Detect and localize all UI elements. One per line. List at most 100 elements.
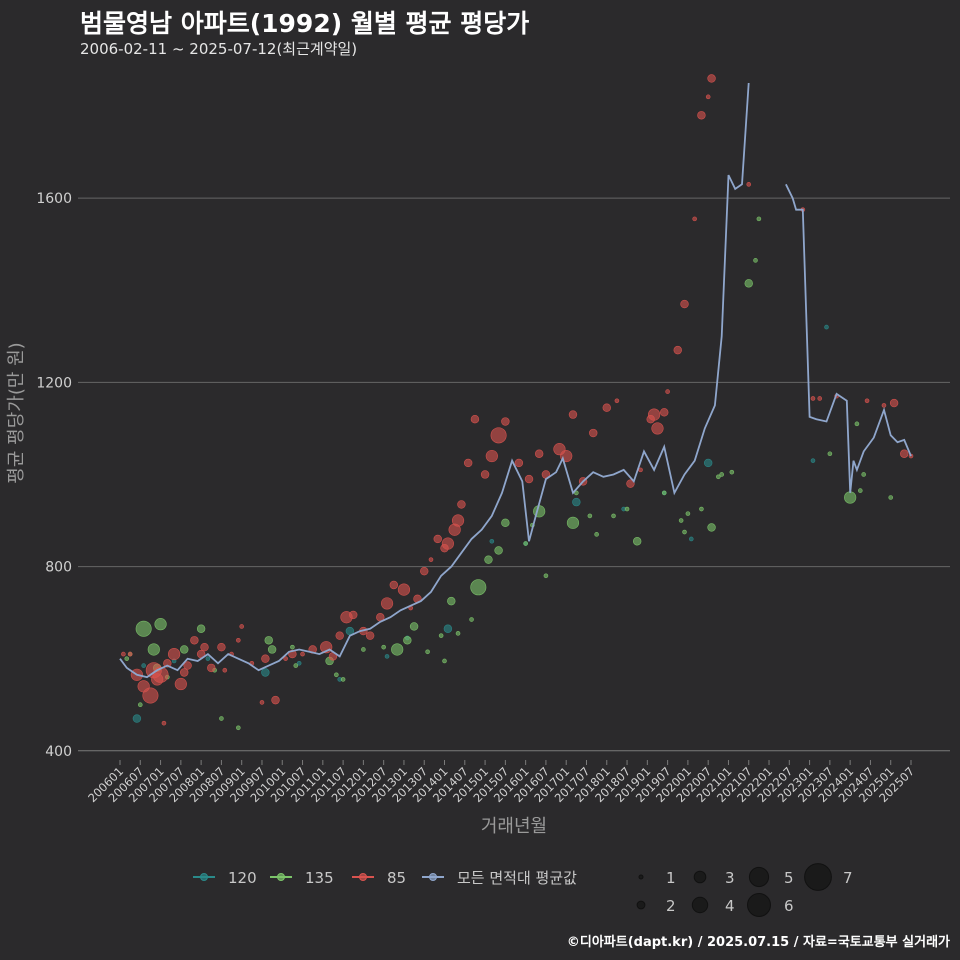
legend-key-dot: [429, 873, 437, 881]
data-point-135: [147, 643, 160, 656]
data-point-120: [296, 660, 302, 666]
data-point-85: [183, 661, 192, 670]
data-point-135: [624, 506, 630, 512]
data-point-85: [121, 651, 126, 657]
legend-size-marker: [804, 863, 832, 891]
data-point-135: [340, 677, 346, 682]
data-point-85: [261, 654, 270, 663]
data-point-135: [180, 645, 189, 654]
data-point-85: [881, 403, 887, 408]
data-point-135: [196, 624, 206, 633]
data-point-135: [682, 529, 687, 535]
data-point-85: [259, 700, 265, 705]
data-point-135: [267, 645, 277, 654]
legend-key-dot: [200, 873, 208, 881]
data-point-135: [719, 472, 725, 477]
data-point-120: [205, 656, 211, 661]
data-point-85: [470, 415, 480, 424]
data-point-120: [703, 458, 713, 468]
legend-size-label: 3: [725, 869, 735, 887]
data-point-120: [384, 654, 390, 659]
data-point-85: [626, 479, 635, 488]
legend-size-marker: [638, 874, 644, 880]
data-point-85: [380, 597, 394, 610]
data-point-135: [523, 541, 528, 546]
data-point-85: [665, 389, 670, 394]
data-point-135: [861, 472, 866, 477]
legend-key-dot: [359, 873, 367, 881]
data-point-85: [490, 427, 507, 444]
grid-lines: [78, 197, 950, 752]
average-series-line: [119, 82, 912, 679]
data-point-85: [889, 398, 899, 408]
data-point-85: [810, 396, 816, 401]
data-point-85: [428, 557, 434, 562]
data-point-120: [443, 624, 453, 633]
data-point-135: [334, 672, 339, 678]
data-point-85: [480, 470, 490, 479]
data-point-135: [484, 555, 493, 564]
data-point-85: [457, 500, 466, 509]
data-point-85: [217, 642, 226, 652]
data-point-85: [142, 687, 159, 704]
data-point-120: [489, 538, 495, 544]
data-point-135: [756, 216, 762, 222]
data-point-85: [485, 449, 498, 463]
data-point-135: [438, 633, 444, 638]
data-point-135: [403, 636, 412, 645]
data-point-135: [844, 491, 857, 504]
data-point-135: [124, 656, 130, 661]
data-point-85: [174, 677, 187, 691]
data-point-135: [543, 573, 549, 579]
legend-key-dot: [277, 873, 285, 881]
data-point-120: [261, 668, 270, 677]
data-point-85: [180, 668, 189, 677]
data-point-85: [514, 458, 524, 468]
data-point-135: [744, 279, 753, 288]
data-point-85: [589, 428, 598, 438]
y-tick-label: 800: [45, 560, 72, 576]
data-point-85: [335, 631, 344, 640]
data-point-135: [729, 469, 735, 475]
data-point-85: [349, 610, 358, 620]
data-point-85: [300, 651, 305, 657]
data-point-135: [361, 647, 366, 652]
data-point-135: [381, 644, 386, 650]
data-point-135: [716, 474, 721, 480]
average-line: [119, 82, 912, 679]
data-point-135: [574, 490, 579, 496]
data-point-85: [365, 631, 375, 640]
legend-label: 120: [228, 869, 257, 887]
data-point-85: [433, 534, 442, 544]
data-point-135: [290, 644, 295, 650]
data-point-135: [632, 537, 642, 546]
legend-size-marker: [748, 866, 770, 888]
chart-title: 범물영남 아파트(1992) 월별 평균 평당가: [80, 9, 530, 38]
data-point-135: [678, 518, 684, 523]
data-point-85: [441, 537, 454, 550]
data-point-85: [864, 398, 870, 404]
data-point-135: [611, 513, 616, 519]
data-point-135: [154, 618, 167, 631]
data-point-85: [207, 663, 216, 673]
data-point-120: [688, 536, 694, 542]
data-point-120: [810, 458, 816, 463]
data-point-85: [161, 720, 167, 726]
data-point-85: [692, 216, 697, 222]
legend-label: 85: [387, 869, 406, 887]
data-point-135: [391, 643, 404, 656]
data-point-120: [141, 663, 146, 668]
x-axis-ticks: 2006012006072007012007072008012008072009…: [85, 760, 917, 805]
legend-size-marker: [693, 870, 707, 884]
data-point-85: [397, 583, 411, 596]
chart-subtitle: 2006-02-11 ~ 2025-07-12(최근계약일): [80, 40, 358, 58]
data-point-85: [167, 647, 181, 661]
data-point-135: [219, 716, 224, 721]
data-point-135: [566, 516, 580, 529]
y-tick-label: 400: [45, 744, 72, 760]
data-point-85: [651, 422, 664, 435]
data-point-85: [602, 403, 611, 412]
data-point-135: [587, 513, 593, 519]
data-point-85: [746, 182, 752, 187]
data-point-85: [524, 474, 534, 484]
